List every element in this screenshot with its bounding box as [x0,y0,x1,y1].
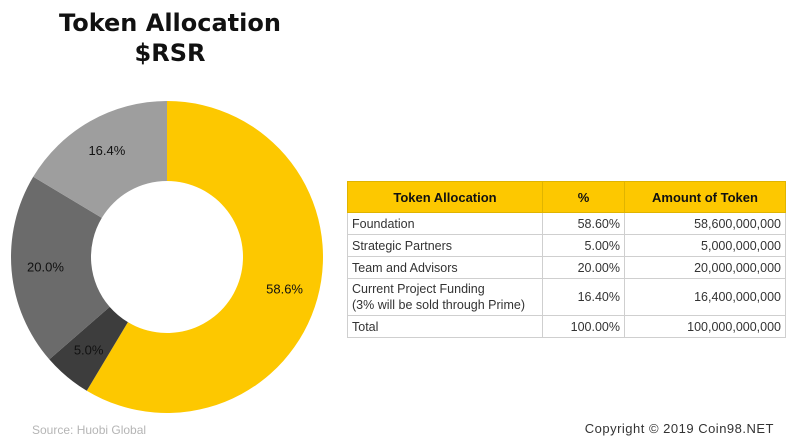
slice-label-2: 5.0% [74,343,104,358]
table-row: Strategic Partners 5.00% 5,000,000,000 [347,234,786,257]
source-text: Source: Huobi Global [32,423,147,437]
chart-title-line1: Token Allocation [59,9,281,37]
table-row: Total 100.00% 100,000,000,000 [347,315,786,338]
allocation-table: Token Allocation % Amount of Token Found… [347,181,786,338]
cell-percent: 16.40% [542,278,625,316]
cell-amount: 16,400,000,000 [624,278,786,316]
slice-label-4: 16.4% [88,143,125,158]
header-amount: Amount of Token [624,181,786,213]
cell-name: Team and Advisors [347,256,543,279]
cell-name: Strategic Partners [347,234,543,257]
chart-title: Token Allocation $RSR [20,8,320,68]
slice-label-3: 20.0% [27,260,64,275]
copyright-text: Copyright © 2019 Coin98.NET [584,421,774,436]
cell-amount: 58,600,000,000 [624,212,786,235]
donut-chart: 58.6% 5.0% 20.0% 16.4% [11,101,323,413]
cell-name-note: (3% will be sold through Prime) [352,298,525,312]
chart-title-line2: $RSR [134,39,206,67]
cell-amount: 100,000,000,000 [624,315,786,338]
cell-amount: 5,000,000,000 [624,234,786,257]
cell-name-main: Current Project Funding [352,282,485,296]
slice-label-1: 58.6% [266,282,303,297]
cell-name: Foundation [347,212,543,235]
cell-percent: 20.00% [542,256,625,279]
donut-slice-3 [11,176,110,360]
cell-percent: 5.00% [542,234,625,257]
cell-amount: 20,000,000,000 [624,256,786,279]
header-token-allocation: Token Allocation [347,181,543,213]
header-percent: % [542,181,625,213]
table-header-row: Token Allocation % Amount of Token [347,181,786,213]
table-row: Team and Advisors 20.00% 20,000,000,000 [347,256,786,279]
donut-slice-2 [49,306,128,391]
cell-percent: 100.00% [542,315,625,338]
cell-name: Current Project Funding (3% will be sold… [347,278,543,316]
cell-percent: 58.60% [542,212,625,235]
cell-name: Total [347,315,543,338]
table-row: Current Project Funding (3% will be sold… [347,278,786,316]
donut-slice-4 [33,101,167,218]
table-row: Foundation 58.60% 58,600,000,000 [347,212,786,235]
donut-slice-1 [86,101,323,413]
